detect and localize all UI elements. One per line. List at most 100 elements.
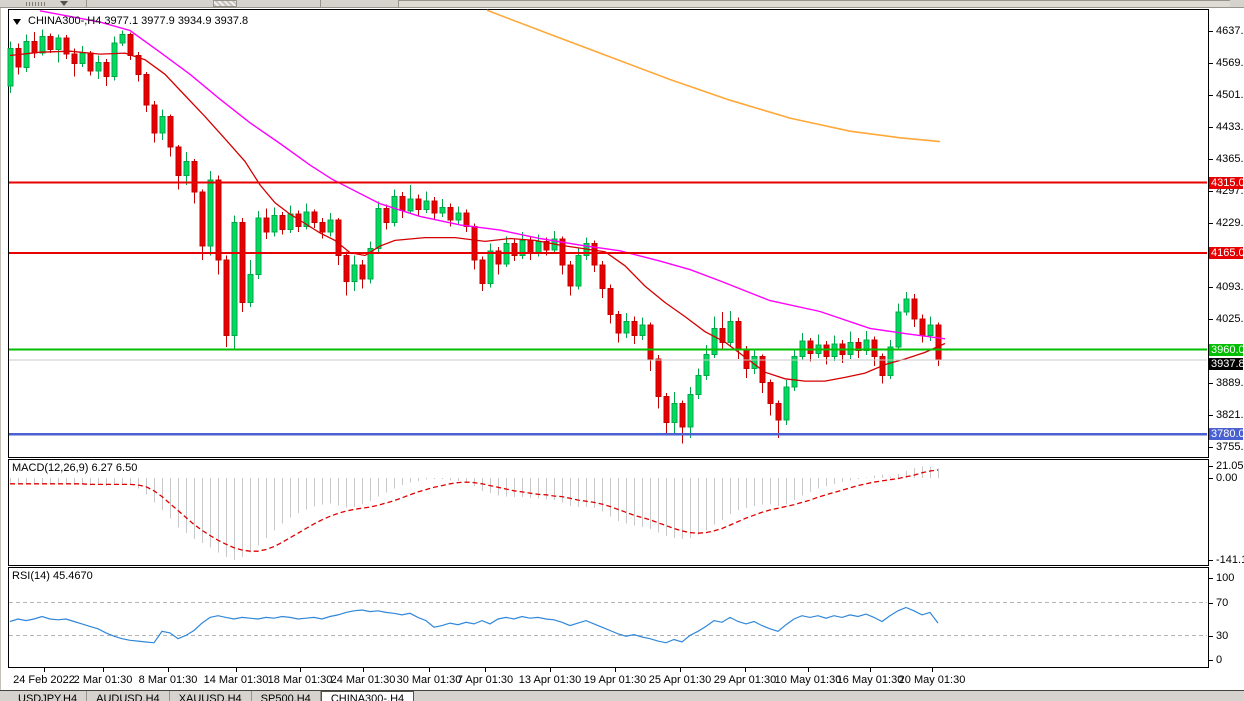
candle-body (559, 238, 566, 266)
candle-body (367, 247, 374, 280)
candle-body (159, 116, 166, 134)
candle-body (479, 259, 486, 285)
candle-body (7, 47, 14, 87)
candle-body (927, 324, 934, 337)
candle-body (671, 403, 678, 424)
indicator-tick-label: 100 (1216, 572, 1235, 584)
candle-body (471, 225, 478, 261)
candle-body (39, 36, 46, 54)
candle-body (271, 215, 278, 233)
candle-body (303, 211, 310, 227)
time-tick-label: 30 Mar 01:30 (396, 674, 462, 686)
candle-body (487, 250, 494, 285)
chart-tab-usdjpy-h4[interactable]: USDJPY,H4 (9, 691, 88, 701)
candle-body (87, 52, 94, 72)
window-edge (0, 8, 1, 701)
time-tick-label: 20 May 01:30 (898, 674, 966, 686)
chart-tab-audusd-h4[interactable]: AUDUSD,H4 (87, 691, 170, 701)
time-tick-label: 14 Mar 01:30 (203, 674, 269, 686)
price-tick-mark (1208, 95, 1213, 96)
candle-body (511, 243, 518, 256)
time-tick-label: 7 Apr 01:30 (456, 674, 514, 686)
candle-body (279, 215, 286, 231)
candle-body (767, 382, 774, 405)
price-badge: 3937.8 (1209, 358, 1244, 370)
time-tick-mark (550, 668, 551, 672)
candle-body (495, 250, 502, 265)
price-tick-mark (1208, 127, 1213, 128)
time-tick-label: 24 Mar 01:30 (330, 674, 396, 686)
candle-body (79, 52, 86, 64)
price-tick-label: 4229.0 (1216, 217, 1244, 229)
price-tick-label: 4637.0 (1216, 25, 1244, 37)
price-badge: 3780.0 (1209, 428, 1244, 440)
price-tick-label: 3821.0 (1216, 409, 1244, 421)
price-tick-mark (1208, 415, 1213, 416)
ma-mid-magenta (39, 10, 946, 340)
candle-body (775, 403, 782, 421)
time-tick-mark (808, 668, 809, 672)
price-badge: 4315.0 (1209, 177, 1244, 189)
time-tick-label: 10 May 01:30 (774, 674, 842, 686)
price-tick-label: 4501.0 (1216, 89, 1244, 101)
candle-body (591, 243, 598, 266)
candle-body (407, 198, 414, 212)
chart-tab-sp500-h4[interactable]: SP500,H4 (251, 691, 321, 701)
candle-body (527, 239, 534, 254)
candle-body (47, 36, 54, 50)
candle-body (575, 255, 582, 287)
candle-body (719, 327, 726, 343)
toolbar-separator (320, 0, 321, 7)
price-tick-label: 3755.0 (1216, 441, 1244, 453)
indicator-tick-mark (1208, 660, 1213, 661)
time-tick-mark (485, 668, 486, 672)
indicator-tick-label: 0 (1216, 654, 1223, 666)
candle-body (519, 239, 526, 256)
candle-body (623, 320, 630, 334)
candle-body (175, 146, 182, 176)
chart-tab-china300-h4[interactable]: CHINA300-,H4 (320, 691, 415, 701)
chart-tabs-bar[interactable]: USDJPY,H4 AUDUSD,H4 XAUUSD,H4 SP500,H4 CHINA… (0, 690, 1244, 701)
candle-body (103, 62, 110, 78)
candle-body (631, 320, 638, 336)
price-axis[interactable]: 4637.04569.04501.04433.04365.04297.04229… (1208, 0, 1244, 690)
candle-body (95, 62, 102, 72)
pane-border-1 (8, 459, 1209, 566)
candle-body (647, 324, 654, 360)
candle-body (543, 240, 550, 251)
candle-body (167, 116, 174, 148)
candle-body (111, 42, 118, 78)
candle-body (863, 339, 870, 352)
candle-body (431, 200, 438, 214)
indicator-tick-label: 21.05 (1216, 460, 1244, 472)
symbol-ohlc-label: CHINA300-,H4 3977.1 3977.9 3934.9 3937.8 (28, 15, 249, 27)
macd-signal-line (10, 469, 939, 552)
candle-body (351, 264, 358, 282)
time-tick-label: 8 Mar 01:30 (138, 674, 198, 686)
candle-body (655, 358, 662, 398)
indicator-tick-mark (1208, 560, 1213, 561)
time-axis[interactable]: 24 Feb 2022 2 Mar 01:30 8 Mar 01:30 14 Mar … (0, 667, 1208, 689)
candle-body (327, 219, 334, 233)
macd-indicator-label: MACD(12,26,9) 6.27 6.50 (12, 462, 138, 474)
candle-body (31, 40, 38, 54)
toolbar-pattern-button (213, 0, 237, 7)
toolbar-strip (0, 0, 1244, 8)
candle-body (119, 33, 126, 44)
candle-body (663, 396, 670, 424)
candle-body (847, 342, 854, 355)
chart-tab-xauusd-h4[interactable]: XAUUSD,H4 (169, 691, 252, 701)
candle-body (383, 207, 390, 223)
candle-body (887, 346, 894, 376)
symbol-dropdown-icon[interactable] (13, 19, 21, 25)
time-tick-label: 13 Apr 01:30 (518, 674, 582, 686)
candle-body (191, 160, 198, 193)
candle-body (15, 47, 22, 68)
time-tick-mark (745, 668, 746, 672)
candle-body (151, 104, 158, 134)
candle-body (319, 222, 326, 233)
time-tick-label: 25 Apr 01:30 (648, 674, 712, 686)
time-tick-mark (615, 668, 616, 672)
candle-body (911, 298, 918, 320)
